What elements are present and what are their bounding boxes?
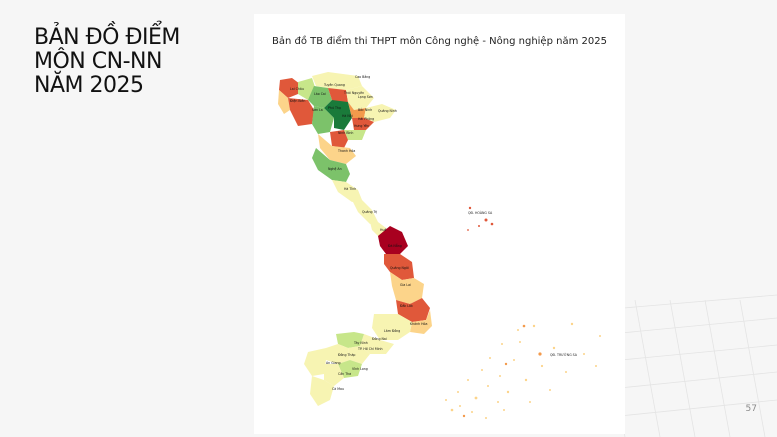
slide-title-line-1: BẢN ĐỒ ĐIỂM [34,25,180,50]
label-dien-bien: Điện Biên [290,99,305,103]
slide-title-line-3: NĂM 2025 [34,73,144,98]
region-can-tho [324,364,344,386]
label-nghe-an: Nghệ An [328,167,342,171]
label-dong-nai: Đồng Nai [372,337,387,341]
label-hcm: TP. Hồ Chí Minh [357,347,383,351]
label-vinh-long: Vĩnh Long [352,367,368,371]
label-cao-bang: Cao Bằng [355,74,370,79]
label-can-tho: Cần Thơ [338,372,351,376]
label-hue: Huế [380,228,386,232]
label-tuyen-quang: Tuyên Quang [323,83,345,87]
region-bac-ninh [348,102,366,118]
label-an-giang: An Giang [326,361,341,365]
label-ninh-binh: Ninh Bình [338,131,353,135]
region-an-giang [304,348,326,376]
label-bac-ninh: Bắc Ninh [358,107,372,112]
hoang-sa-islands [467,206,494,231]
truong-sa-islands [445,322,601,419]
region-tuyen-quang [308,86,332,108]
region-dien-bien [278,90,290,114]
region-da-nang [378,226,408,254]
label-lai-chau: Lai Châu [290,87,304,91]
vietnam-choropleth-map: Cao Bằng Lai Châu Tuyên Quang Lào Cai Th… [278,72,601,419]
label-lao-cai: Lào Cai [314,92,326,96]
region-hcm [348,346,370,364]
region-lam-dong [372,314,412,340]
region-phu-tho [312,106,334,134]
label-hai-phong: Hải Phòng [358,117,374,121]
region-hung-yen [344,130,366,140]
province-labels: Cao Bằng Lai Châu Tuyên Quang Lào Cai Th… [290,74,427,391]
region-lai-chau [279,78,300,98]
region-ninh-binh [330,130,348,148]
region-dong-thap [326,344,350,364]
region-vinh-long [338,360,362,378]
region-khanh-hoa [410,310,432,334]
map-figure: Bản đồ TB điểm thi THPT môn Công nghệ - … [254,14,625,434]
label-da-nang: Đà Nẵng [388,243,402,248]
label-khanh-hoa: Khánh Hòa [410,322,427,326]
label-ha-noi: Hà Nội [342,114,353,118]
region-quang-ngai [384,254,414,280]
label-lam-dong: Lâm Đồng [384,329,400,333]
label-quang-tri: Quảng Trị [362,210,377,214]
label-quang-ngai: Quảng Ngãi [390,266,409,270]
region-dak-lak [396,298,430,322]
label-gia-lai: Gia Lai [400,283,411,287]
region-quang-ninh [364,104,396,122]
page-number: 57 [745,404,757,414]
label-quang-ninh: Quảng Ninh [378,109,397,113]
region-thanh-hoa [318,134,356,164]
label-phu-tho: Phú Thọ [328,106,341,110]
region-tay-ninh [336,332,364,348]
region-gia-lai [390,272,424,304]
region-lang-son [346,86,374,110]
region-hai-phong [352,118,374,130]
label-thanh-hoa: Thanh Hóa [337,149,355,153]
region-son-la [288,98,314,126]
label-dong-thap: Đồng Tháp [338,353,355,357]
label-ha-tinh: Hà Tĩnh [344,187,356,191]
label-dak-lak: Đắk Lắk [400,303,413,308]
label-ca-mau: Cà Mau [332,387,344,391]
slide-title-line-2: MÔN CN-NN [34,49,162,74]
region-quang-tri [352,200,378,224]
label-son-la: Sơn La [312,108,323,112]
label-truong-sa: QĐ. TRƯỜNG SA [550,352,578,357]
region-dong-nai [360,334,394,354]
label-tay-ninh: Tây Ninh [353,341,368,345]
region-ha-tinh [332,180,362,202]
label-lang-son: Lạng Sơn [358,95,373,99]
label-hung-yen: Hưng Yên [354,124,369,128]
label-hoang-sa: QĐ. HOÀNG SA [468,210,493,215]
map-title: Bản đồ TB điểm thi THPT môn Công nghệ - … [272,36,607,47]
region-cao-bang [312,72,362,90]
decorative-grid [600,294,777,437]
region-ca-mau [310,376,334,406]
truong-sa-islands-accent [462,324,542,418]
slide-title: BẢN ĐỒ ĐIỂM MÔN CN-NN NĂM 2025 [34,26,180,98]
region-ha-noi [324,100,352,130]
label-thai-nguyen: Thái Nguyên [343,91,364,95]
region-nghe-an [312,148,350,182]
